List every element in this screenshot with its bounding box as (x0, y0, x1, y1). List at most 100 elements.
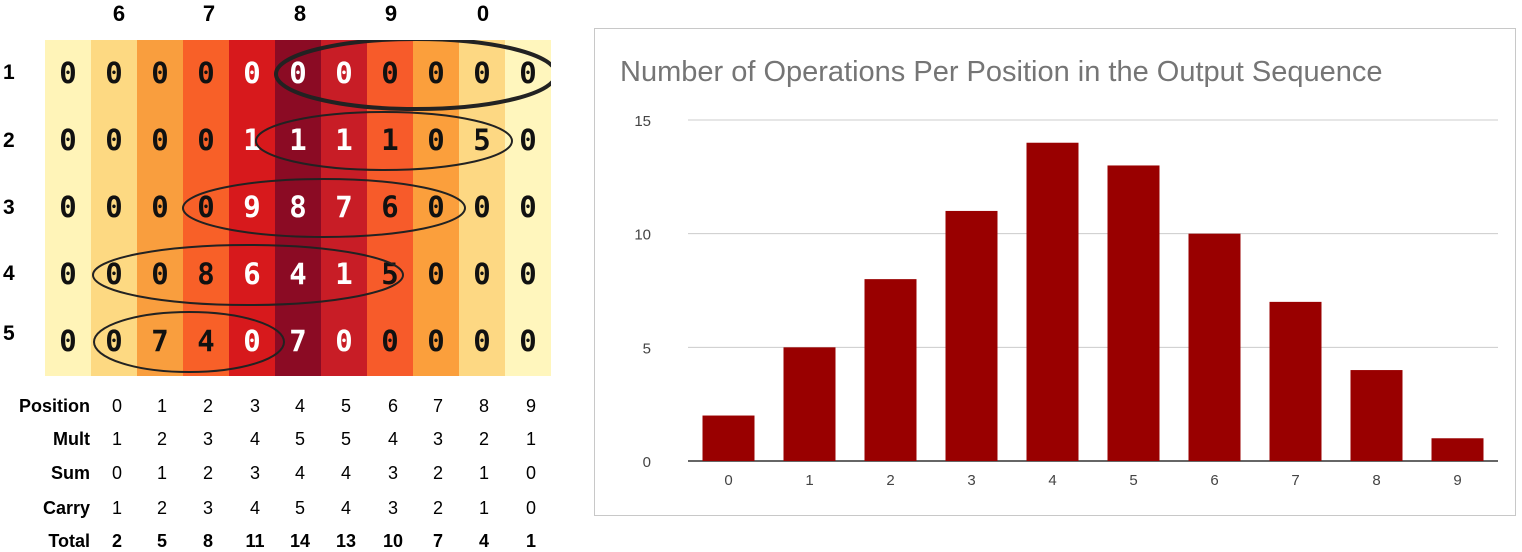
stats-row-label: Total (48, 531, 90, 551)
bar (1188, 233, 1241, 461)
bar (1107, 165, 1160, 461)
stats-cell: 4 (340, 498, 351, 518)
heatmap-cell: 0 (335, 324, 353, 358)
stats-cell: 9 (525, 396, 536, 416)
row-digit-label: 3 (3, 196, 15, 219)
y-tick-label: 0 (643, 454, 651, 471)
heatmap-cell: 0 (59, 190, 77, 224)
stats-cell: 4 (249, 498, 260, 518)
x-tick-label: 1 (805, 472, 813, 489)
heatmap-cell: 0 (473, 324, 491, 358)
stats-cell: 2 (156, 498, 167, 518)
stats-cell: 4 (294, 463, 305, 483)
heatmap-column-band (137, 40, 183, 376)
heatmap-cell: 8 (197, 257, 215, 291)
stats-cell: 2 (202, 463, 213, 483)
heatmap-cell: 0 (197, 56, 215, 90)
column-digit-label: 0 (476, 1, 490, 26)
stats-cell: 0 (111, 463, 122, 483)
stats-cell: 1 (525, 531, 536, 551)
stats-cell: 1 (156, 463, 167, 483)
heatmap-cell: 0 (427, 123, 445, 157)
stats-cell: 0 (111, 396, 122, 416)
heatmap-column-band (459, 40, 505, 376)
bar-chart: 0 5 10 15 0 1 2 3 4 5 6 7 8 9 (634, 113, 1498, 489)
stats-cell: 3 (387, 498, 398, 518)
column-digit-label: 8 (293, 1, 307, 26)
stats-cell: 4 (249, 429, 260, 449)
stats-cell: 8 (478, 396, 489, 416)
heatmap-cell: 0 (243, 56, 261, 90)
stats-row-label: Mult (53, 429, 90, 449)
heatmap-cell: 0 (59, 257, 77, 291)
stats-cell: 4 (294, 396, 305, 416)
column-digit-label: 7 (202, 1, 216, 26)
heatmap-cell: 0 (427, 56, 445, 90)
heatmap-cell: 0 (427, 190, 445, 224)
heatmap-cell: 0 (519, 56, 537, 90)
diagonal-ellipse (255, 111, 513, 171)
stats-cell: 5 (340, 396, 351, 416)
stats-cell: 14 (289, 531, 311, 551)
row-digit-label: 5 (3, 322, 15, 345)
diagonal-ellipse (274, 40, 551, 111)
stats-cell: 1 (111, 429, 122, 449)
heatmap-cell: 0 (197, 123, 215, 157)
heatmap-cell: 1 (243, 123, 261, 157)
diagonal-ellipse (182, 178, 466, 238)
stats-cell: 5 (294, 498, 305, 518)
bar-chart-panel: Number of Operations Per Position in the… (594, 28, 1516, 516)
heatmap-column-band (413, 40, 459, 376)
row-digit-label: 2 (3, 129, 15, 152)
stats-cell: 3 (387, 463, 398, 483)
heatmap-cell: 0 (105, 324, 123, 358)
stats-cell: 2 (156, 429, 167, 449)
heatmap-cell: 0 (151, 123, 169, 157)
heatmap-cell: 0 (59, 123, 77, 157)
heatmap-cell: 0 (289, 56, 307, 90)
diagonal-ellipse (93, 311, 285, 373)
heatmap-cell: 5 (473, 123, 491, 157)
heatmap-cell: 1 (381, 123, 399, 157)
stats-cell: 10 (382, 531, 404, 551)
x-tick-label: 4 (1048, 472, 1056, 489)
heatmap-cell: 0 (519, 190, 537, 224)
heatmap-cell: 0 (151, 190, 169, 224)
heatmap-cell: 0 (105, 190, 123, 224)
stats-cell: 3 (202, 429, 213, 449)
stats-cell: 0 (525, 498, 536, 518)
heatmap-column-band (91, 40, 137, 376)
heatmap-cell: 0 (519, 123, 537, 157)
row-digit-label: 1 (3, 61, 15, 84)
stats-cell: 2 (202, 396, 213, 416)
heatmap-cell: 1 (335, 123, 353, 157)
stats-cell: 1 (478, 463, 489, 483)
bar (702, 415, 755, 461)
heatmap-cell: 1 (289, 123, 307, 157)
x-tick-label: 0 (724, 472, 732, 489)
bar (783, 347, 836, 461)
heatmap-cell: 0 (59, 56, 77, 90)
stats-cell: 3 (249, 463, 260, 483)
heatmap-cell: 0 (151, 257, 169, 291)
y-tick-label: 15 (634, 113, 651, 130)
stats-cell: 3 (202, 498, 213, 518)
y-tick-label: 5 (643, 340, 651, 357)
heatmap-cell: 0 (381, 56, 399, 90)
diagonal-ellipses (92, 40, 551, 373)
bar (1431, 438, 1484, 461)
heatmap-cell: 0 (105, 257, 123, 291)
stats-cell: 7 (432, 531, 443, 551)
stats-cell: 0 (525, 463, 536, 483)
heatmap-cell: 0 (473, 190, 491, 224)
heatmap-cell: 0 (519, 257, 537, 291)
heatmap-cell: 0 (473, 56, 491, 90)
heatmap-cell: 0 (335, 56, 353, 90)
bar (864, 279, 917, 461)
heatmap-cell: 0 (105, 56, 123, 90)
stats-cell: 2 (432, 498, 443, 518)
column-digit-label: 9 (384, 1, 398, 26)
stats-cell: 2 (478, 429, 489, 449)
heatmap-cell: 4 (289, 257, 307, 291)
